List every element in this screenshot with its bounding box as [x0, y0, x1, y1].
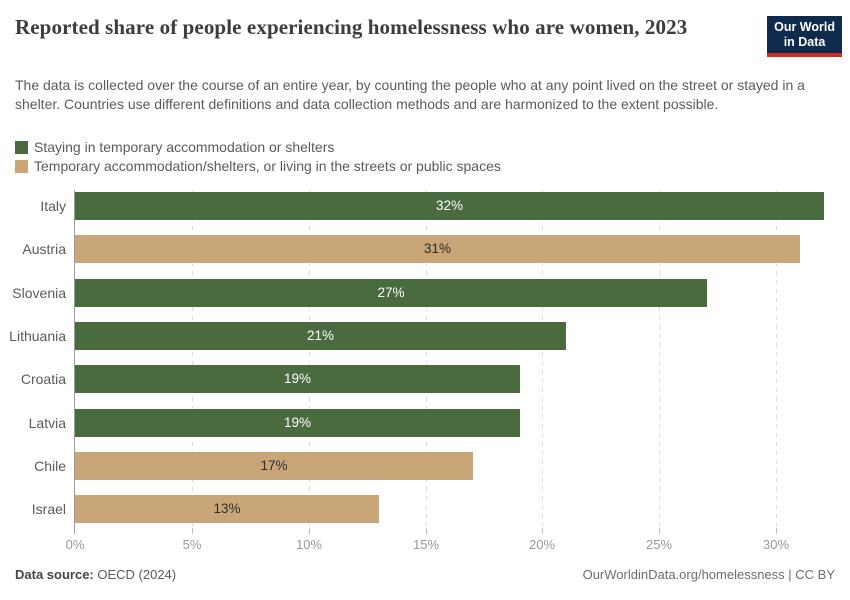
chart-subtitle: The data is collected over the course of…: [15, 77, 805, 112]
x-tick: [309, 528, 310, 534]
country-label-austria: Austria: [22, 241, 66, 257]
bar-lithuania[interactable]: 21%: [75, 322, 566, 350]
owid-credit-link[interactable]: OurWorldinData.org/homelessness | CC BY: [582, 567, 835, 582]
legend-item-all-spaces: Temporary accommodation/shelters, or liv…: [15, 158, 501, 177]
x-tick: [426, 528, 427, 534]
x-tick-label-5: 5%: [182, 537, 202, 552]
legend-swatch-green: [15, 141, 28, 154]
chart-legend: Staying in temporary accommodation or sh…: [15, 139, 501, 177]
data-source-label: Data source:: [15, 567, 94, 582]
owid-logo: Our World in Data: [767, 16, 842, 57]
bar-slovenia[interactable]: 27%: [75, 279, 707, 307]
legend-item-shelters: Staying in temporary accommodation or sh…: [15, 139, 501, 158]
bar-row-italy: Italy 32%: [0, 192, 850, 220]
page-title: Reported share of people experiencing ho…: [15, 15, 688, 39]
country-label-lithuania: Lithuania: [9, 328, 66, 344]
bar-chile[interactable]: 17%: [75, 452, 473, 480]
bar-israel[interactable]: 13%: [75, 495, 379, 523]
bar-latvia[interactable]: 19%: [75, 409, 520, 437]
bar-value-austria: 31%: [423, 241, 452, 256]
bar-value-latvia: 19%: [283, 415, 312, 430]
legend-label-all-spaces: Temporary accommodation/shelters, or liv…: [34, 158, 501, 174]
y-axis-line: [74, 190, 75, 534]
bar-row-israel: Israel 13%: [0, 495, 850, 523]
gridline-15pct: [426, 190, 427, 528]
bar-row-austria: Austria 31%: [0, 235, 850, 263]
x-tick-label-15: 15%: [412, 537, 440, 552]
bar-row-chile: Chile 17%: [0, 452, 850, 480]
legend-swatch-tan: [15, 160, 28, 173]
x-tick-label-25: 25%: [645, 537, 673, 552]
bar-value-italy: 32%: [435, 198, 464, 213]
gridline-10pct: [309, 190, 310, 528]
x-tick-label-10: 10%: [295, 537, 323, 552]
country-label-italy: Italy: [40, 198, 66, 214]
gridline-20pct: [542, 190, 543, 528]
x-tick-label-20: 20%: [528, 537, 556, 552]
bar-row-croatia: Croatia 19%: [0, 365, 850, 393]
bar-value-israel: 13%: [213, 501, 241, 516]
bar-row-latvia: Latvia 19%: [0, 409, 850, 437]
owid-logo-line1: Our World: [774, 20, 835, 34]
x-tick: [542, 528, 543, 534]
bar-value-slovenia: 27%: [377, 285, 405, 300]
gridline-25pct: [659, 190, 660, 528]
data-source: Data source: OECD (2024): [15, 567, 176, 582]
x-tick: [776, 528, 777, 534]
country-label-croatia: Croatia: [20, 371, 66, 387]
country-label-israel: Israel: [31, 501, 66, 517]
x-tick: [192, 528, 193, 534]
x-tick-label-0: 0%: [65, 537, 85, 552]
x-tick-label-30: 30%: [762, 537, 790, 552]
bar-austria[interactable]: 31%: [75, 235, 800, 263]
data-source-value: OECD (2024): [93, 567, 177, 582]
bar-value-lithuania: 21%: [306, 328, 335, 343]
country-label-latvia: Latvia: [28, 415, 66, 431]
gridline-5pct: [192, 190, 193, 528]
bar-row-lithuania: Lithuania 21%: [0, 322, 850, 350]
country-label-chile: Chile: [34, 458, 66, 474]
gridline-30pct: [776, 190, 777, 528]
owid-logo-line2: in Data: [783, 35, 826, 49]
country-label-slovenia: Slovenia: [12, 285, 66, 301]
bar-row-slovenia: Slovenia 27%: [0, 279, 850, 307]
bar-italy[interactable]: 32%: [75, 192, 824, 220]
x-tick: [659, 528, 660, 534]
legend-label-shelters: Staying in temporary accommodation or sh…: [34, 139, 335, 155]
bar-value-croatia: 19%: [283, 371, 312, 386]
bar-croatia[interactable]: 19%: [75, 365, 520, 393]
bar-value-chile: 17%: [260, 458, 288, 473]
